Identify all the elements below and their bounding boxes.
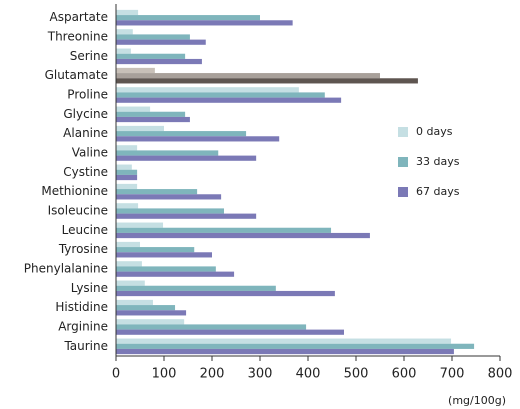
y-tick-label: Leucine [62,223,108,237]
legend-swatch [398,157,408,167]
bar [116,305,176,311]
bar [116,145,138,151]
bar [116,266,216,272]
bar [116,222,164,228]
y-tick-label: Threonine [47,30,108,44]
y-tick-label: Glycine [63,107,108,121]
bar [116,97,342,103]
bar [116,48,131,54]
bar [116,92,325,98]
x-tick-label: 500 [344,367,369,382]
bar [116,164,132,170]
y-tick-label: Proline [67,88,108,102]
legend-label: 33 days [416,155,460,168]
bar [116,252,212,258]
bar [116,189,198,195]
bar [116,285,276,291]
bar [116,338,452,344]
x-tick-label: 0 [112,367,120,382]
bar [116,155,257,161]
bar [116,9,139,16]
y-tick-label: Lysine [71,281,108,295]
y-tick-label: Aspartate [49,10,108,24]
y-tick-label: Arginine [58,320,108,334]
y-tick-label: Taurine [63,339,108,353]
bar [116,87,299,93]
y-tick-label: Tyrosine [58,242,108,256]
bar [116,20,293,26]
bar [116,213,257,219]
x-tick-label: 600 [392,367,417,382]
bar [116,343,475,349]
bar [116,247,195,253]
bar [116,319,185,325]
bar [116,131,247,137]
bar [116,194,222,200]
bar [116,169,138,175]
bar [116,208,224,214]
bar [116,29,133,35]
legend-swatch [398,187,408,197]
bar [116,67,155,74]
bar [116,150,219,156]
legend-label: 0 days [416,125,453,138]
y-tick-label: Methionine [41,184,108,198]
x-axis-label: (mg/100g) [448,394,506,407]
y-tick-label: Cystine [63,165,108,179]
legend-swatch [398,127,408,137]
bar [116,310,187,316]
bar [116,329,344,335]
x-tick-label: 200 [200,367,225,382]
x-tick-label: 800 [488,367,513,382]
bar [116,183,138,190]
bar [116,116,190,123]
bar [116,125,164,132]
bar [116,232,370,239]
bar [116,271,235,277]
bar [116,53,186,59]
bar [116,227,332,233]
bar [116,73,380,79]
bar [116,299,153,306]
bar [116,39,206,45]
bar [116,203,139,209]
y-tick-label: Isoleucine [48,204,108,218]
bar [116,280,145,286]
bar [116,78,418,84]
y-tick-label: Glutamate [45,68,108,82]
x-tick-label: 700 [440,367,465,382]
x-tick-label: 300 [248,367,273,382]
y-tick-label: Histidine [55,300,108,314]
y-tick-label: Phenylalanine [24,262,108,276]
bar [116,136,280,142]
y-tick-label: Valine [72,146,108,160]
bar [116,241,140,248]
bar [116,34,190,40]
y-tick-label: Alanine [63,126,108,140]
bar [116,111,186,117]
y-tick-label: Serine [70,49,108,63]
bar [116,15,260,21]
bar [116,324,307,330]
bar [116,290,335,297]
legend-label: 67 days [416,185,460,198]
bar [116,174,138,181]
bar [116,106,151,112]
bar [116,58,202,65]
x-tick-label: 100 [152,367,177,382]
x-tick-label: 400 [296,367,321,382]
bar [116,261,142,267]
bar [116,348,454,355]
